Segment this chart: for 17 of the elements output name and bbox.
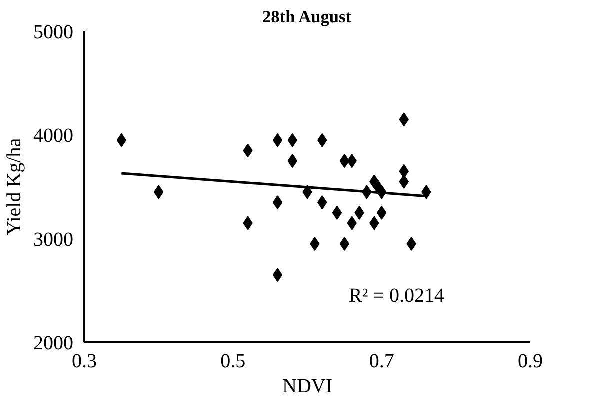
x-tick-label: 0.9 (518, 350, 543, 372)
y-tick-label: 4000 (34, 125, 74, 148)
annotation: R² = 0.0214 (348, 284, 445, 307)
point (272, 196, 283, 210)
y-tick-label: 5000 (34, 22, 74, 44)
point (272, 268, 283, 282)
point (272, 133, 283, 148)
y-tick-label: 2000 (34, 332, 74, 354)
x-axis-title: NDVI (282, 376, 333, 398)
x-tick-label: 0.3 (72, 350, 97, 372)
y-axis-title: Yield Kg/ha (4, 138, 26, 236)
point (373, 180, 383, 194)
y-tick-label: 3000 (34, 228, 74, 251)
chart-title: 28th August (262, 8, 352, 26)
x-tick-label: 0.5 (220, 350, 246, 372)
x-tick-label: 0.7 (369, 350, 394, 372)
point (332, 206, 342, 220)
